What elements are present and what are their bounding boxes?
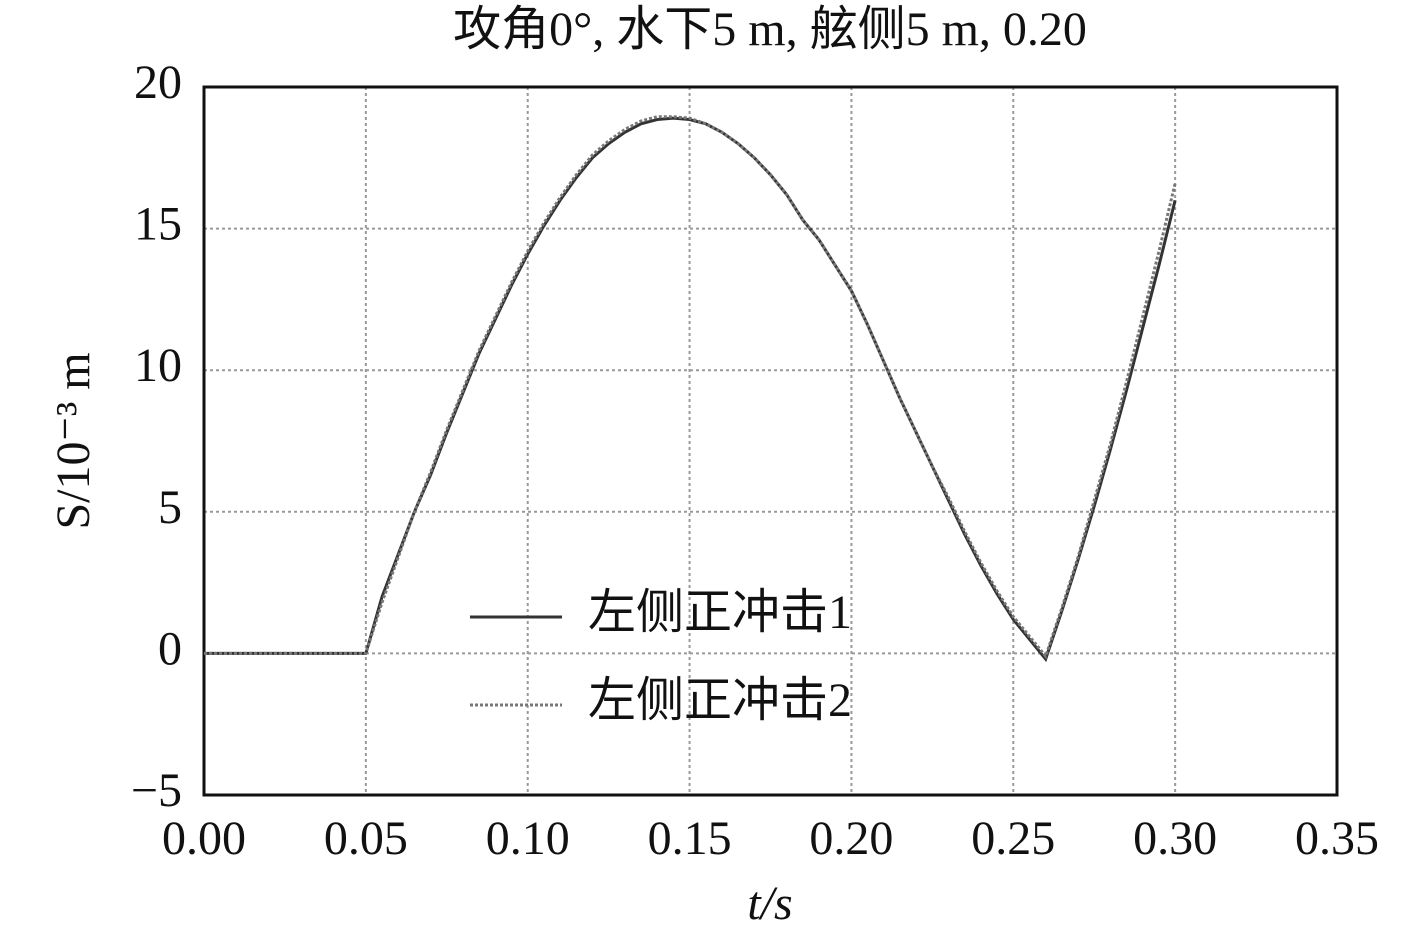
- x-tick-label: 0.05: [324, 812, 408, 865]
- x-tick-label: 0.10: [486, 812, 570, 865]
- y-axis-label: S/10⁻³ m: [47, 352, 100, 529]
- y-tick-label: 20: [134, 56, 182, 109]
- data-line: [204, 115, 1177, 660]
- y-tick-label: 5: [158, 481, 182, 534]
- x-tick-label: 0.15: [648, 812, 732, 865]
- x-tick-label: 0.00: [162, 812, 246, 865]
- x-tick-label: 0.20: [809, 812, 893, 865]
- x-tick-label: 0.35: [1295, 812, 1379, 865]
- x-tick-label: 0.25: [971, 812, 1055, 865]
- plot-frame: [202, 85, 1339, 797]
- x-axis-label: t/s: [747, 877, 792, 930]
- legend-label: 左侧正冲击1: [588, 586, 852, 639]
- y-tick-label: 0: [158, 622, 182, 675]
- y-tick-label: 10: [134, 339, 182, 392]
- chart-title: 攻角0°, 水下5 m, 舷侧5 m, 0.20: [453, 3, 1087, 56]
- x-tick-label: 0.30: [1133, 812, 1217, 865]
- y-tick-label: −5: [131, 764, 182, 817]
- legend-label: 左侧正冲击2: [588, 674, 852, 727]
- y-tick-label: 15: [134, 198, 182, 251]
